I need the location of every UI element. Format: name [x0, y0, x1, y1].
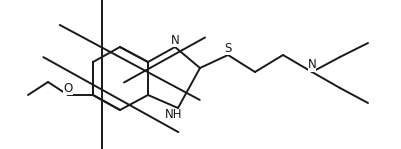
- Text: N: N: [170, 34, 179, 46]
- Text: NH: NH: [165, 108, 182, 121]
- Text: S: S: [224, 42, 231, 55]
- Text: N: N: [307, 59, 316, 72]
- Text: O: O: [63, 82, 73, 94]
